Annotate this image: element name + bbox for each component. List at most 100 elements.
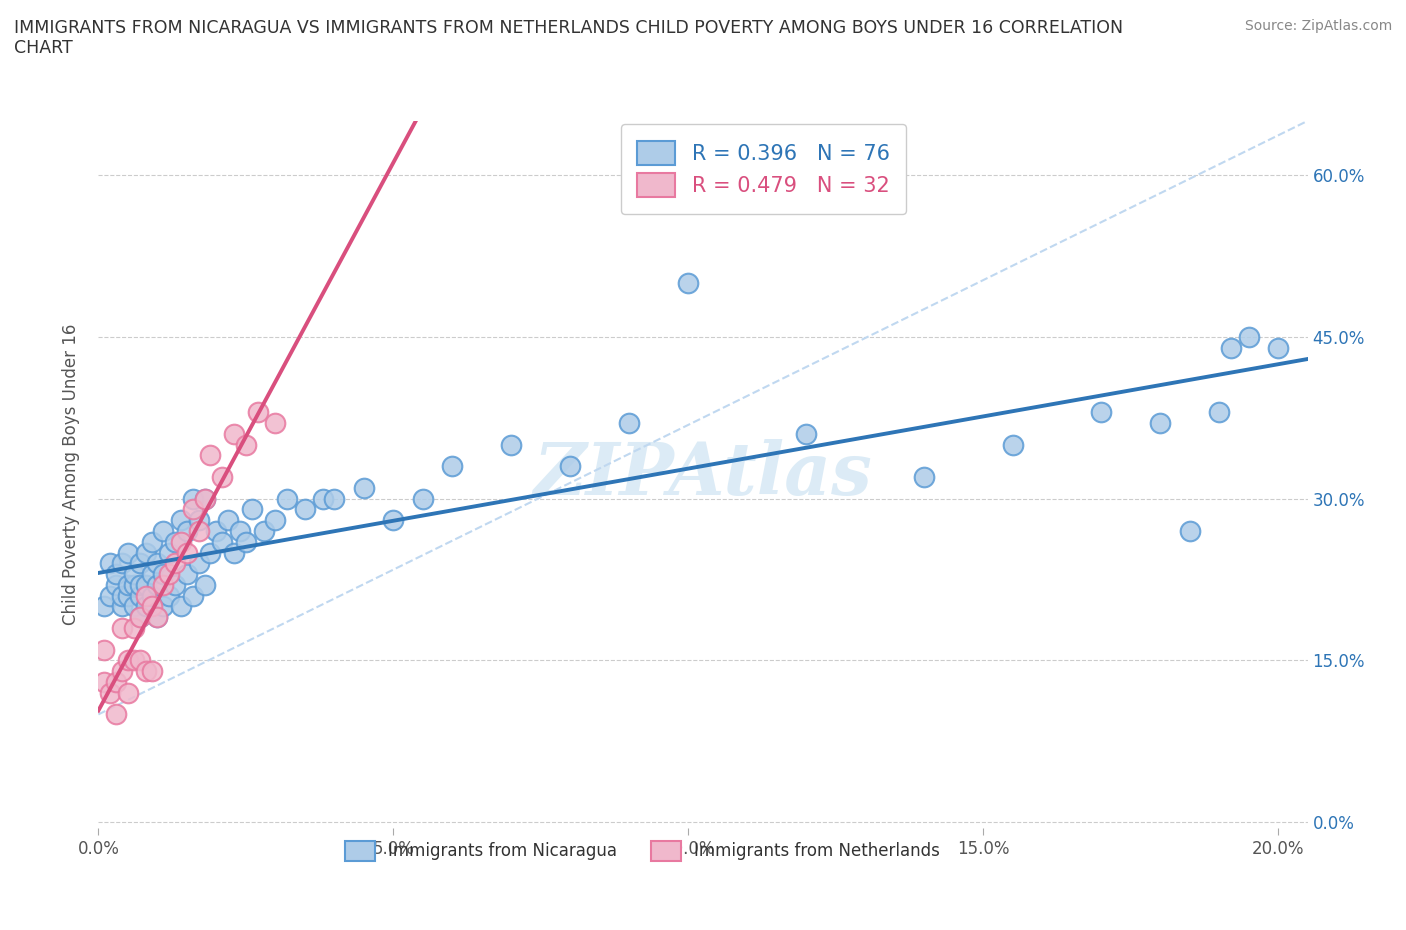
- Point: [141, 589, 163, 604]
- Point: [194, 578, 217, 592]
- Point: [211, 535, 233, 550]
- Y-axis label: Child Poverty Among Boys Under 16: Child Poverty Among Boys Under 16: [62, 324, 80, 625]
- Point: [200, 448, 222, 463]
- Point: [501, 437, 523, 452]
- Point: [619, 416, 641, 431]
- Point: [222, 426, 245, 441]
- Point: [1001, 437, 1024, 452]
- Point: [111, 556, 134, 571]
- Point: [187, 556, 209, 571]
- Point: [152, 566, 174, 581]
- Point: [382, 512, 405, 527]
- Point: [98, 685, 121, 700]
- Point: [128, 653, 150, 668]
- Point: [141, 664, 163, 679]
- Point: [122, 578, 145, 592]
- Point: [128, 556, 150, 571]
- Point: [1237, 329, 1260, 344]
- Point: [93, 674, 115, 689]
- Point: [205, 524, 228, 538]
- Point: [141, 535, 163, 550]
- Point: [412, 491, 434, 506]
- Point: [311, 491, 333, 506]
- Point: [128, 578, 150, 592]
- Text: ZIPAtlas: ZIPAtlas: [534, 439, 872, 510]
- Point: [122, 620, 145, 635]
- Point: [170, 512, 193, 527]
- Point: [157, 566, 180, 581]
- Point: [170, 535, 193, 550]
- Point: [176, 566, 198, 581]
- Point: [117, 545, 139, 560]
- Point: [165, 556, 187, 571]
- Point: [141, 599, 163, 614]
- Point: [135, 578, 157, 592]
- Point: [122, 566, 145, 581]
- Point: [152, 578, 174, 592]
- Point: [146, 610, 169, 625]
- Point: [194, 491, 217, 506]
- Point: [1178, 524, 1201, 538]
- Point: [1219, 340, 1241, 355]
- Point: [117, 589, 139, 604]
- Point: [200, 545, 222, 560]
- Point: [240, 502, 263, 517]
- Legend: Immigrants from Nicaragua, Immigrants from Netherlands: Immigrants from Nicaragua, Immigrants fr…: [337, 833, 948, 869]
- Point: [181, 491, 204, 506]
- Point: [176, 545, 198, 560]
- Point: [128, 589, 150, 604]
- Point: [235, 535, 257, 550]
- Point: [353, 481, 375, 496]
- Point: [170, 599, 193, 614]
- Point: [146, 610, 169, 625]
- Point: [135, 589, 157, 604]
- Point: [1267, 340, 1289, 355]
- Point: [117, 578, 139, 592]
- Point: [252, 524, 274, 538]
- Point: [105, 578, 128, 592]
- Point: [152, 599, 174, 614]
- Point: [122, 653, 145, 668]
- Point: [105, 707, 128, 722]
- Point: [264, 416, 287, 431]
- Point: [246, 405, 269, 419]
- Point: [146, 556, 169, 571]
- Point: [135, 664, 157, 679]
- Point: [117, 653, 139, 668]
- Point: [146, 578, 169, 592]
- Point: [122, 599, 145, 614]
- Point: [187, 524, 209, 538]
- Point: [794, 426, 817, 441]
- Point: [187, 512, 209, 527]
- Point: [105, 566, 128, 581]
- Point: [1090, 405, 1112, 419]
- Point: [128, 610, 150, 625]
- Point: [441, 458, 464, 473]
- Point: [229, 524, 252, 538]
- Point: [111, 620, 134, 635]
- Point: [222, 545, 245, 560]
- Point: [165, 535, 187, 550]
- Point: [181, 589, 204, 604]
- Point: [217, 512, 239, 527]
- Text: IMMIGRANTS FROM NICARAGUA VS IMMIGRANTS FROM NETHERLANDS CHILD POVERTY AMONG BOY: IMMIGRANTS FROM NICARAGUA VS IMMIGRANTS …: [14, 19, 1123, 58]
- Point: [135, 599, 157, 614]
- Point: [1149, 416, 1171, 431]
- Point: [560, 458, 582, 473]
- Point: [93, 599, 115, 614]
- Point: [152, 524, 174, 538]
- Point: [194, 491, 217, 506]
- Point: [276, 491, 298, 506]
- Point: [98, 556, 121, 571]
- Point: [111, 589, 134, 604]
- Point: [98, 589, 121, 604]
- Point: [117, 685, 139, 700]
- Point: [912, 470, 935, 485]
- Point: [157, 589, 180, 604]
- Point: [264, 512, 287, 527]
- Point: [235, 437, 257, 452]
- Point: [211, 470, 233, 485]
- Point: [678, 275, 700, 290]
- Point: [128, 610, 150, 625]
- Point: [135, 545, 157, 560]
